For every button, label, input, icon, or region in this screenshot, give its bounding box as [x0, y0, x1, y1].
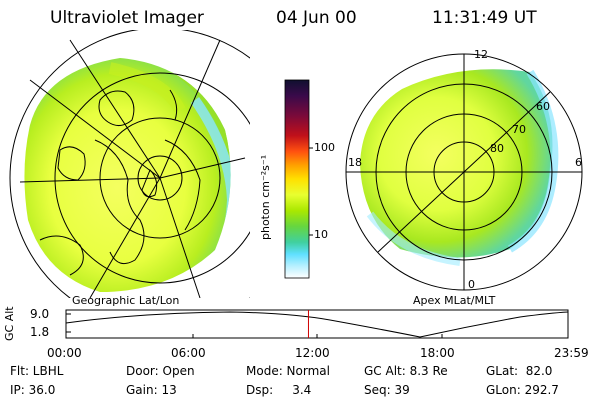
colorbar-gradient: [284, 79, 310, 279]
info-gain: Gain: 13: [126, 383, 177, 397]
apex-caption: Apex MLat/MLT: [413, 294, 496, 307]
mlt-label-6: 6: [575, 156, 582, 169]
date-label: 04 Jun 00: [276, 8, 357, 28]
info-gc-alt: GC Alt: 8.3 Re: [364, 364, 448, 378]
info-filter: Flt: LBHL: [10, 364, 64, 378]
altitude-ytick-top: 9.0: [30, 307, 50, 321]
coastline-outline: [39, 89, 201, 276]
instrument-title: Ultraviolet Imager: [50, 8, 204, 28]
mlt-label-18: 18: [348, 156, 362, 169]
altitude-xtick-0600: 06:00: [171, 346, 206, 360]
altitude-ylabel: GC Alt: [3, 306, 16, 341]
colorbar: [284, 79, 313, 279]
lat-label-60: 60: [536, 100, 550, 113]
lat-label-80: 80: [490, 142, 504, 155]
altitude-curve: [65, 311, 569, 338]
geo-emission-region: [24, 58, 231, 292]
altitude-xtick-2359: 23:59: [554, 346, 589, 360]
altitude-plot: [65, 309, 569, 339]
info-glon: GLon: 292.7: [486, 383, 559, 397]
colorbar-label: photon cm⁻²s⁻¹: [259, 154, 272, 240]
info-dsp: Dsp: 3.4: [246, 383, 312, 397]
apex-grid: [345, 53, 583, 291]
apex-polar-plot: 12 18 6 0 60 70 80: [345, 48, 583, 291]
time-label: 11:31:49 UT: [432, 8, 537, 28]
colorbar-tick-10: 10: [314, 228, 328, 241]
altitude-xtick-1200: 12:00: [295, 346, 330, 360]
altitude-xtick-1800: 18:00: [420, 346, 455, 360]
colorbar-tick-100: 100: [314, 141, 335, 154]
info-mode: Mode: Normal: [246, 364, 330, 378]
geo-caption: Geographic Lat/Lon: [72, 294, 180, 307]
lat-label-70: 70: [512, 123, 526, 136]
info-door: Door: Open: [126, 364, 195, 378]
altitude-ytick-bottom: 1.8: [30, 325, 50, 339]
info-seq: Seq: 39: [364, 383, 410, 397]
altitude-plot-frame: [65, 309, 569, 339]
info-glat: GLat: 82.0: [486, 364, 553, 378]
altitude-xtick-0000: 00:00: [47, 346, 82, 360]
mlt-label-12: 12: [474, 48, 488, 61]
geographic-image: [9, 30, 250, 298]
mlt-label-0: 0: [468, 278, 475, 291]
info-ip: IP: 36.0: [10, 383, 56, 397]
apex-emission-region: [360, 69, 553, 258]
geo-grid: [9, 30, 250, 298]
